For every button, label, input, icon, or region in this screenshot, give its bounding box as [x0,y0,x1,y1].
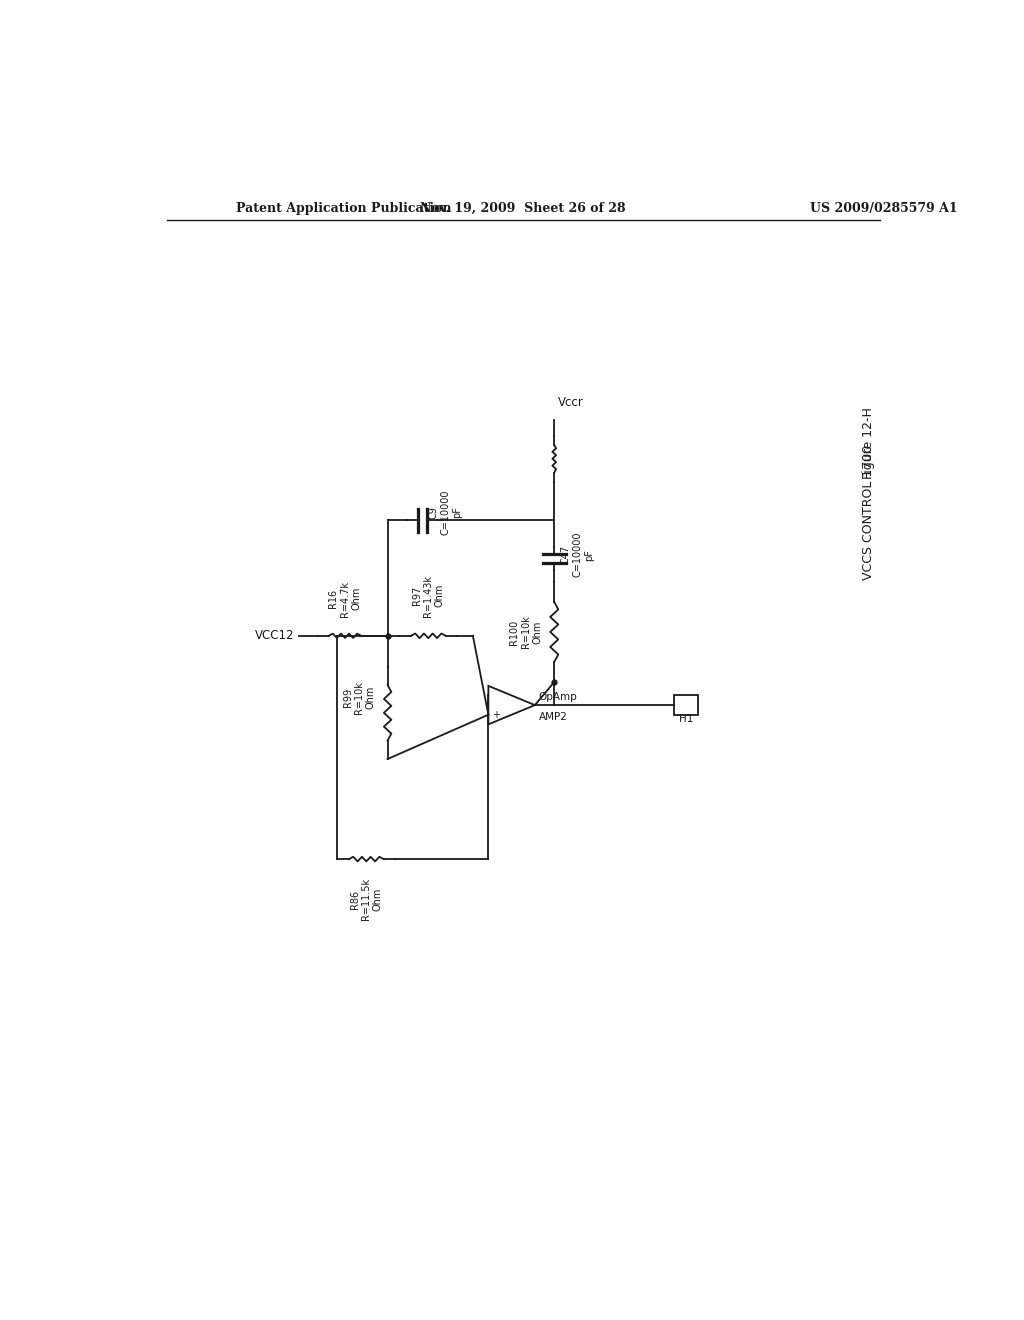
Text: R86
R=11.5k
Ohm: R86 R=11.5k Ohm [350,878,383,920]
Text: VCC12: VCC12 [255,630,295,643]
Text: R97
R=1.43k
Ohm: R97 R=1.43k Ohm [412,574,444,616]
Text: R99
R=10k
Ohm: R99 R=10k Ohm [343,681,376,714]
Text: VCCS CONTROL 1700: VCCS CONTROL 1700 [861,445,874,581]
Text: Nov. 19, 2009  Sheet 26 of 28: Nov. 19, 2009 Sheet 26 of 28 [421,202,626,215]
Text: Figure 12-H: Figure 12-H [861,408,874,479]
Bar [675,696,697,714]
Text: H1: H1 [679,714,693,725]
Text: US 2009/0285579 A1: US 2009/0285579 A1 [810,202,957,215]
Text: R100
R=10k
Ohm: R100 R=10k Ohm [509,615,543,648]
Text: C9
C=10000
pF: C9 C=10000 pF [429,490,462,535]
Text: R16
R=4.7k
Ohm: R16 R=4.7k Ohm [329,581,361,616]
Text: Vccr: Vccr [558,396,584,409]
Text: +: + [493,710,500,719]
Text: C47
C=10000
pF: C47 C=10000 pF [560,532,594,577]
Text: AMP2: AMP2 [539,711,567,722]
Text: Patent Application Publication: Patent Application Publication [237,202,452,215]
Text: OpAmp: OpAmp [539,693,578,702]
